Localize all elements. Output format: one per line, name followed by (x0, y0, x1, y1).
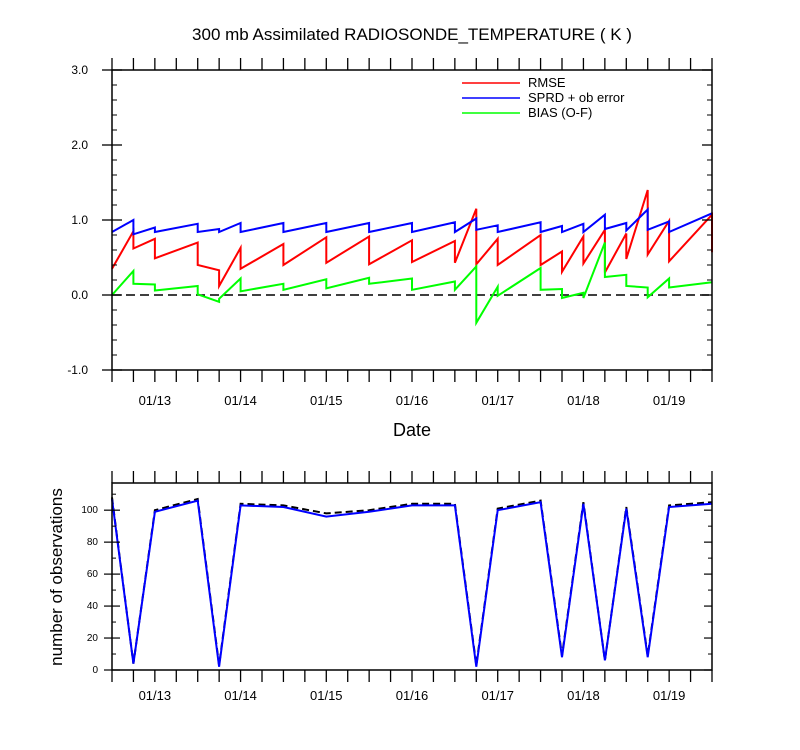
y-tick-label: 80 (87, 537, 99, 548)
top-series-group (111, 189, 713, 327)
x-tick-label: 01/16 (396, 393, 429, 408)
rmse-spread-bias-panel: 300 mb Assimilated RADIOSONDE_TEMPERATUR… (67, 25, 713, 440)
y-tick-label: 100 (81, 505, 98, 516)
chart-title: 300 mb Assimilated RADIOSONDE_TEMPERATUR… (192, 25, 632, 44)
y-tick-label: 0.0 (71, 288, 88, 302)
x-tick-label: 01/19 (653, 393, 686, 408)
y-tick-label: 1.0 (71, 213, 88, 227)
legend-label: SPRD + ob error (528, 90, 625, 105)
legend-label: BIAS (O-F) (528, 105, 592, 120)
bottom-series-group (111, 497, 713, 667)
observation-count-panel: 0 20 40 60 80 100 01/13 01/14 01/15 01/16 01/17 01/… (47, 471, 713, 703)
x-tick-label: 01/13 (139, 393, 172, 408)
x-tick-label: 01/18 (567, 688, 600, 703)
top-axis-ticks: -1.0 0.0 1.0 2.0 3.0 01/13 01/14 01/15 01/16 01/1… (67, 58, 713, 408)
series-line-bias-o-f- (111, 242, 713, 327)
y-tick-label: 60 (87, 569, 99, 580)
bottom-axis-ticks: 0 20 40 60 80 100 01/13 01/14 01/15 01/16 01/17 01/… (81, 471, 713, 703)
observations-used-line (111, 498, 713, 667)
x-tick-label: 01/17 (481, 393, 514, 408)
x-tick-label: 01/14 (224, 688, 257, 703)
y-tick-label: 40 (87, 601, 99, 612)
y-tick-label: -1.0 (67, 363, 88, 377)
observations-total-line (111, 497, 713, 666)
y-tick-label: 20 (87, 633, 99, 644)
x-tick-label: 01/13 (139, 688, 172, 703)
legend-label: RMSE (528, 75, 566, 90)
x-axis-label: Date (393, 420, 431, 440)
x-tick-label: 01/15 (310, 393, 343, 408)
bottom-plot-frame (111, 482, 713, 671)
series-line-sprd-ob-error (111, 207, 713, 236)
x-tick-label: 01/15 (310, 688, 343, 703)
x-tick-label: 01/16 (396, 688, 429, 703)
series-line-rmse (111, 189, 713, 290)
x-tick-label: 01/17 (481, 688, 514, 703)
y-tick-label: 3.0 (71, 63, 88, 77)
x-tick-label: 01/19 (653, 688, 686, 703)
y-axis-label-observations: number of observations (47, 488, 66, 666)
y-tick-label: 2.0 (71, 138, 88, 152)
top-plot-frame (111, 69, 713, 371)
x-tick-label: 01/14 (224, 393, 257, 408)
y-tick-label: 0 (92, 665, 98, 676)
x-tick-label: 01/18 (567, 393, 600, 408)
